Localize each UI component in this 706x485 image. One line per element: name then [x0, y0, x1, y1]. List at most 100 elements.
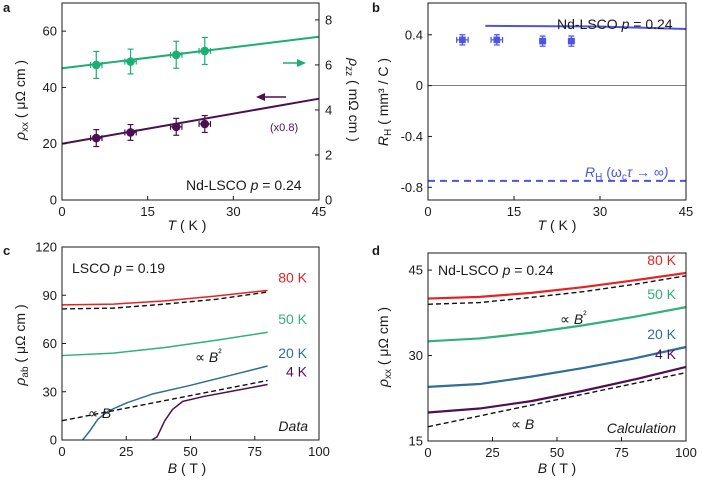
panel-d-curve-20-k	[427, 345, 687, 388]
panel-c-curve-80-k	[61, 289, 268, 306]
panel-d-x-tick-label-4: 100	[675, 445, 697, 460]
panel-b-y-label: RH ( mm³ / C )	[375, 58, 394, 146]
panel-b-rh-point-0	[456, 34, 469, 46]
panel-d-letter: d	[372, 243, 380, 258]
panel-d-curve-b2-fit	[427, 275, 687, 305]
panel-a-rho-xx-point-1	[124, 123, 137, 141]
panel-c: 80 K 50 K 20 K 4 K 0 25 50 75 100 0 30 60 90 120 LSC…	[12, 240, 330, 477]
panel-c-x-tick-label-4: 100	[308, 444, 330, 459]
panel-c-corner-label: Data	[278, 418, 308, 434]
panel-a-y-right-tick-label-0: 0	[325, 193, 332, 208]
panel-a-y-right-tick-label-2: 4	[325, 102, 332, 117]
panel-a-y-right-tick-label-1: 2	[325, 147, 332, 162]
panel-b-x-tick-label-2: 30	[593, 204, 607, 219]
panel-c-curve-4-k	[151, 383, 268, 441]
panel-a-rho-zz-point-3	[198, 36, 212, 66]
panel-d-x-tick-label-1: 25	[485, 445, 499, 460]
panel-c-x-tick-label-2: 50	[183, 444, 197, 459]
panel-a-rho-xx-fit	[61, 97, 320, 145]
panel-a-y-left-tick-label-0: 0	[50, 193, 57, 208]
panel-d-curve-b-fit	[427, 371, 687, 428]
panel-b-annotation: Nd-LSCO p = 0.24	[557, 16, 673, 32]
panel-c-x-label: B ( T )	[168, 460, 206, 476]
panel-c-y-tick-label-3: 90	[43, 288, 57, 303]
panel-d-y-label: ρxx ( μΩ cm )	[375, 307, 394, 388]
panel-d-y-tick-label-1: 30	[409, 348, 423, 363]
panel-d-frame	[427, 252, 687, 442]
panel-d: 80 K 50 K 20 K 4 K 0 25 50 75 100 15 30 45 Nd-LSCO…	[375, 252, 697, 476]
panel-c-y-tick-label-4: 120	[35, 240, 57, 255]
panel-c-y-tick-label-2: 60	[43, 336, 57, 351]
panel-a-y-left-tick-label-3: 60	[43, 24, 57, 39]
panel-a-y-right-label: ρzz ( mΩ cm )	[343, 57, 362, 142]
panel-c-y-label: ρab ( μΩ cm )	[12, 304, 31, 386]
panel-c-curve-label-50-k: 50 K	[278, 311, 307, 327]
panel-b-y-tick-label-2: -0.4	[401, 129, 423, 144]
panel-d-corner-label: Calculation	[607, 420, 676, 436]
panel-b-rh-point-3	[567, 35, 575, 47]
panel-d-curve-label-50-k: 50 K	[647, 286, 676, 302]
panel-b-x-tick-label-3: 45	[679, 204, 693, 219]
panel-d-curve-50-k	[427, 306, 687, 343]
panel-b-y-tick-label-1: 0	[416, 78, 423, 93]
panel-a-rho-xx-point-0	[89, 129, 103, 148]
panel-c-b-label: ∝ B	[88, 405, 111, 421]
panel-a-y-left-label: ρxx ( μΩ cm )	[12, 60, 31, 141]
panel-c-curve-label-4-k: 4 K	[286, 364, 308, 380]
panel-d-curve-label-4-k: 4 K	[655, 346, 677, 362]
panel-d-x-tick-label-2: 50	[550, 445, 564, 460]
panel-d-curve-label-80-k: 80 K	[647, 252, 676, 268]
panel-d-x-tick-label-0: 0	[424, 445, 431, 460]
panel-d-y-tick-label-0: 15	[409, 434, 423, 449]
panel-d-curve-4-k	[427, 365, 687, 414]
panel-a-rho-zz-fit	[61, 35, 320, 70]
panel-a-y-right-tick-label-3: 6	[325, 57, 332, 72]
panel-d-curve-80-k	[427, 271, 687, 300]
panel-b: 0 15 30 45 0.4 0 -0.4 -0.8 Nd-LSCO p = 0.24 RH …	[375, 2, 693, 233]
panel-b-letter: b	[372, 0, 380, 15]
panel-c-curve-label-80-k: 80 K	[278, 269, 307, 285]
panel-c-curve-b2-fit	[61, 291, 268, 310]
panel-a-x-tick-label-0: 0	[58, 204, 65, 219]
panel-a-y-right-tick-label-4: 8	[325, 12, 332, 27]
panel-a-letter: a	[3, 0, 11, 15]
panel-a-y-left-tick-label-2: 40	[43, 80, 57, 95]
panel-a-rho-zz-point-2	[169, 40, 183, 69]
panel-c-annotation: LSCO p = 0.19	[72, 260, 165, 276]
panel-c-y-tick-label-1: 30	[43, 384, 57, 399]
panel-b-x-label: T ( K )	[538, 217, 577, 233]
panel-c-letter: c	[3, 243, 10, 258]
panel-d-x-label: B ( T )	[538, 460, 576, 476]
panel-a-x-tick-label-2: 30	[226, 204, 240, 219]
panel-a-x-tick-label-3: 45	[312, 204, 326, 219]
panel-a-frame	[61, 2, 320, 201]
panel-d-annotation: Nd-LSCO p = 0.24	[438, 262, 554, 278]
panel-a-rho-xx-point-2	[169, 117, 183, 136]
rho-zz-arrow	[283, 59, 306, 67]
panel-a-rho-xx-point-3	[198, 114, 212, 134]
panel-c-curve-20-k	[81, 365, 268, 441]
panel-b-x-tick-label-1: 15	[507, 204, 521, 219]
panel-c-x-tick-label-0: 0	[58, 444, 65, 459]
scale-note: (x0.8)	[270, 122, 298, 134]
panel-b-calculation-line	[485, 24, 687, 31]
panel-c-x-tick-label-3: 75	[248, 444, 262, 459]
panel-c-curve-b-fit	[61, 379, 268, 422]
panel-d-b2-label: ∝ B²	[560, 310, 587, 327]
rho-xx-arrow	[256, 93, 286, 101]
panel-b-y-tick-label-3: -0.8	[401, 180, 423, 195]
panel-a-x-label: T ( K )	[168, 217, 207, 233]
panel-b-rh-point-2	[539, 35, 547, 47]
panel-b-rh-point-1	[490, 34, 504, 46]
panel-d-curve-label-20-k: 20 K	[647, 326, 676, 342]
panel-d-x-tick-label-3: 75	[614, 445, 628, 460]
panel-a-annotation: Nd-LSCO p = 0.24	[186, 177, 302, 193]
panel-c-curve-50-k	[61, 331, 268, 357]
panel-a-y-left-tick-label-1: 20	[43, 136, 57, 151]
panel-d-y-tick-label-2: 45	[409, 263, 423, 278]
panel-b-frame	[427, 2, 687, 201]
panel-c-x-tick-label-1: 25	[119, 444, 133, 459]
panel-c-y-tick-label-0: 0	[50, 433, 57, 448]
